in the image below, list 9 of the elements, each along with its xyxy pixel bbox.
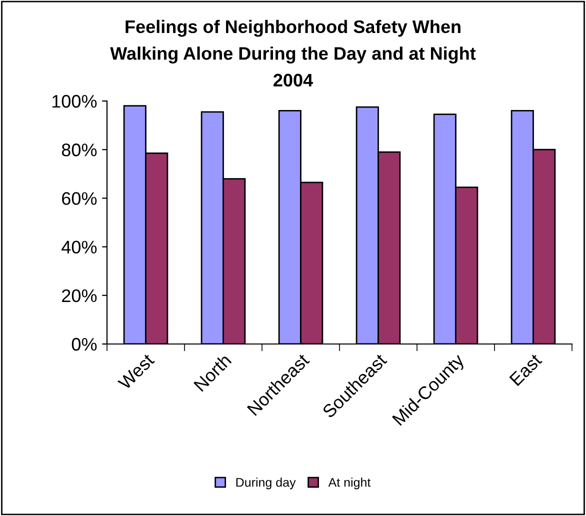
y-tick-label: 80% xyxy=(62,144,97,156)
y-tick-label: 60% xyxy=(62,192,97,205)
y-tick-label: 20% xyxy=(62,289,97,302)
y-tick-label: 40% xyxy=(62,240,97,254)
y-tick-label: 0% xyxy=(72,338,97,351)
legend-label: During day xyxy=(236,478,296,490)
chart-title: Feelings of Neighborhood Safety When Walking Alone During the Day and at Night 2004 xyxy=(110,20,476,87)
legend-label: At night xyxy=(328,478,371,490)
y-tick-label: 100% xyxy=(52,94,97,108)
